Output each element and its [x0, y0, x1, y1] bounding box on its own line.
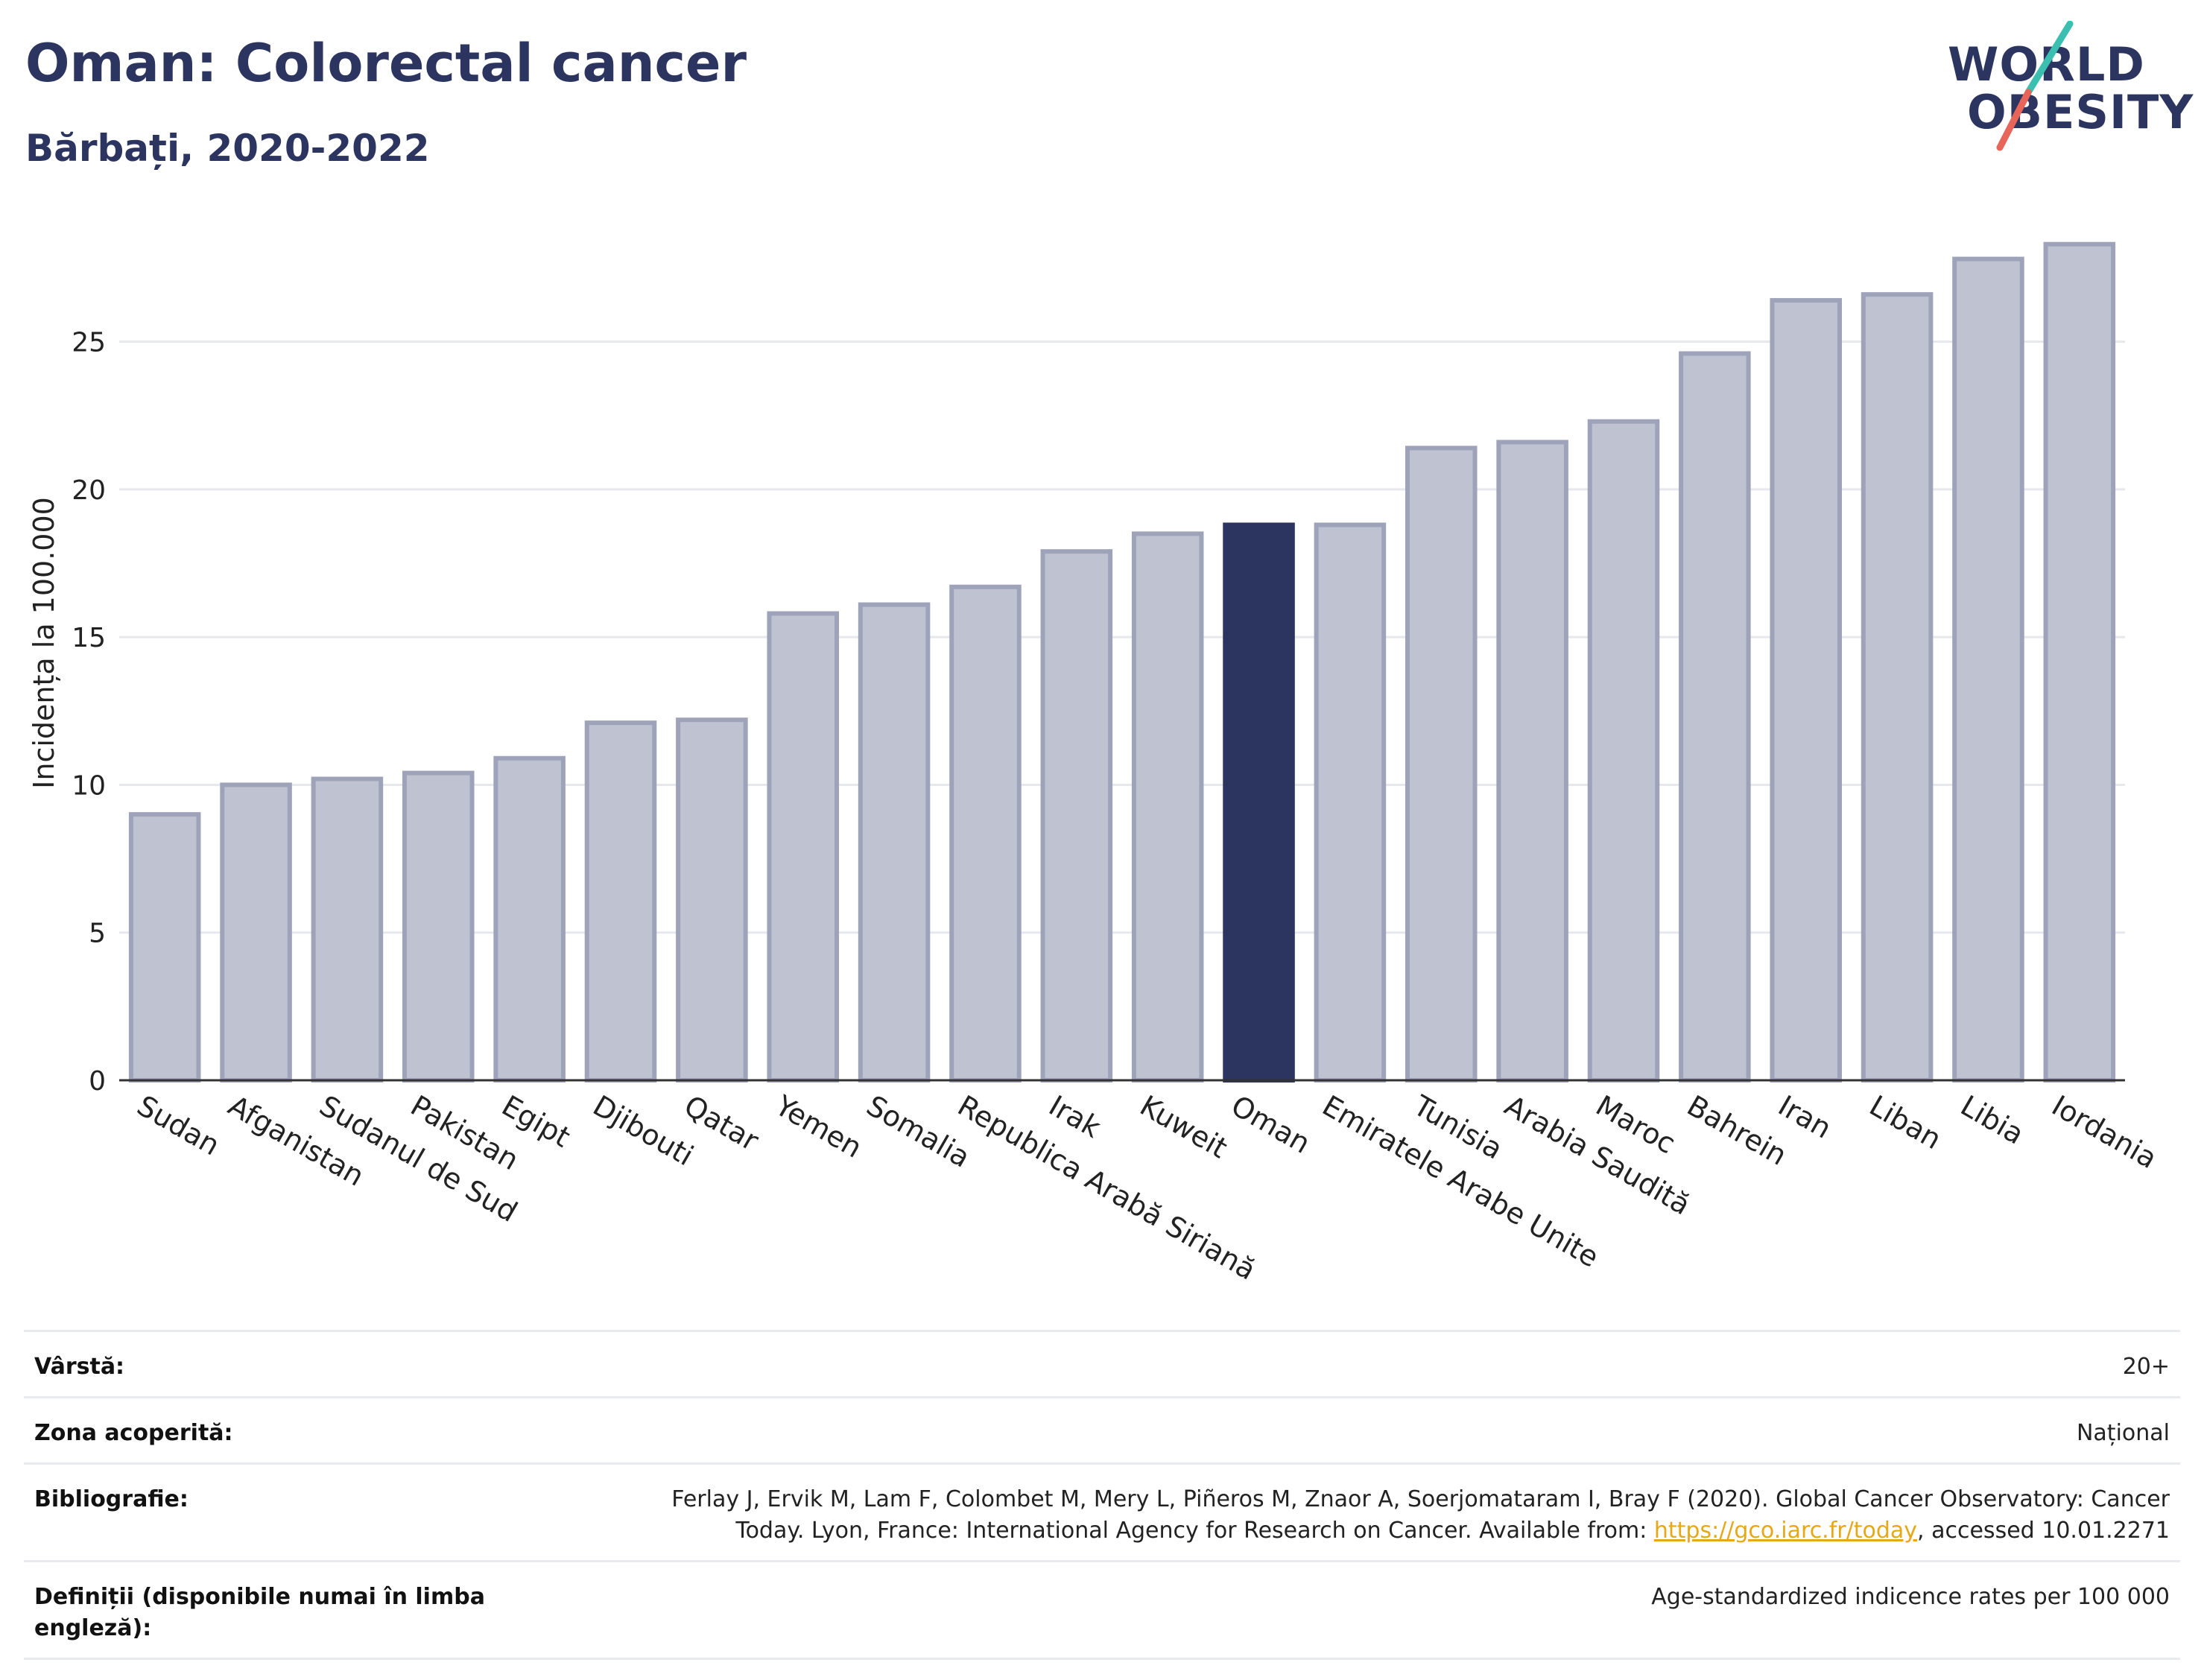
bar-maroc: [1587, 419, 1660, 1083]
bar-tunisia: [1405, 446, 1478, 1083]
y-tick-label: 20: [72, 475, 106, 506]
bar-kuweit: [1131, 531, 1204, 1083]
x-tick-label: Republica Arabă Siriană: [952, 1089, 1261, 1287]
source-link[interactable]: https://gco.iarc.fr/today: [1653, 1518, 1918, 1544]
bar-iordania: [2043, 241, 2116, 1083]
info-row-coverage: Zona acoperită: Național: [24, 1396, 2180, 1465]
x-tick-label: Bahrein: [1682, 1089, 1793, 1172]
x-tick-label: Kuweit: [1135, 1089, 1233, 1165]
x-tick-label: Irak: [1043, 1089, 1106, 1144]
y-tick-label: 10: [72, 770, 106, 801]
logo-line2: OBESITY: [1967, 85, 2194, 139]
bar-yemen: [767, 611, 840, 1083]
info-key: Vârstă:: [24, 1330, 507, 1398]
x-tick-label: Libia: [1955, 1089, 2030, 1151]
info-table: Vârstă: 20+ Zona acoperită: Național Bib…: [24, 1330, 2180, 1660]
bibliography-accessed: , accessed 10.01.2271: [1917, 1518, 2170, 1544]
info-value: Național: [507, 1396, 2180, 1465]
bibliography-line2: Today. Lyon, France: International Agenc…: [735, 1518, 1654, 1544]
bibliography-line1: Ferlay J, Ervik M, Lam F, Colombet M, Me…: [671, 1486, 2170, 1512]
bar-oman: [1223, 522, 1295, 1083]
x-tick-label: Somalia: [861, 1089, 976, 1174]
bar-emiratele-arabe-unite: [1314, 522, 1387, 1083]
bar-arabia-saudit-: [1496, 440, 1568, 1083]
y-tick-label: 0: [89, 1066, 106, 1097]
x-tick-label: Oman: [1226, 1089, 1316, 1160]
info-key: Bibliografie:: [24, 1462, 507, 1562]
info-row-age: Vârstă: 20+: [24, 1330, 2180, 1398]
bar-pakistan: [402, 770, 475, 1083]
x-tick-label: Liban: [1864, 1089, 1947, 1156]
bar-egipt: [493, 755, 566, 1083]
bar-sudanul-de-sud: [311, 776, 384, 1083]
bar-sudan: [128, 812, 201, 1083]
bar-irak: [1040, 549, 1113, 1083]
x-tick-label: Iran: [1773, 1089, 1837, 1145]
bars: [128, 241, 2116, 1083]
y-tick-label: 25: [72, 328, 106, 358]
bar-libia: [1952, 256, 2024, 1083]
page-title: Oman: Colorectal cancer: [25, 33, 747, 94]
bar-liban: [1861, 292, 1934, 1083]
x-tick-label: Djibouti: [588, 1089, 700, 1173]
bar-afganistan: [220, 782, 292, 1083]
x-tick-label: Sudan: [132, 1089, 226, 1162]
bar-djibouti: [584, 720, 657, 1083]
y-tick-label: 5: [89, 919, 106, 949]
page-subtitle: Bărbați, 2020-2022: [25, 127, 430, 170]
bar-somalia: [858, 602, 931, 1083]
info-key: Zona acoperită:: [24, 1396, 507, 1465]
info-row-definitions: Definiții (disponibile numai în limba en…: [24, 1560, 2180, 1660]
bar-iran: [1770, 298, 1843, 1083]
info-row-bibliography: Bibliografie: Ferlay J, Ervik M, Lam F, …: [24, 1462, 2180, 1562]
y-tick-label: 15: [72, 623, 106, 653]
info-value: 20+: [507, 1330, 2180, 1398]
info-key: Definiții (disponibile numai în limba en…: [24, 1560, 507, 1660]
bar-republica-arab-sirian-: [949, 584, 1022, 1083]
y-axis-label: Incidența la 100.000: [28, 497, 60, 789]
info-value: Ferlay J, Ervik M, Lam F, Colombet M, Me…: [507, 1462, 2180, 1562]
x-tick-label: Iordania: [2046, 1089, 2162, 1175]
world-obesity-logo: WORLD OBESITY: [1937, 21, 2194, 155]
info-value: Age-standardized indicence rates per 100…: [507, 1560, 2180, 1660]
logo-slash-icon: [1996, 21, 2074, 151]
x-tick-label: Yemen: [769, 1088, 867, 1164]
bar-qatar: [676, 717, 748, 1083]
bar-bahrein: [1679, 351, 1751, 1083]
